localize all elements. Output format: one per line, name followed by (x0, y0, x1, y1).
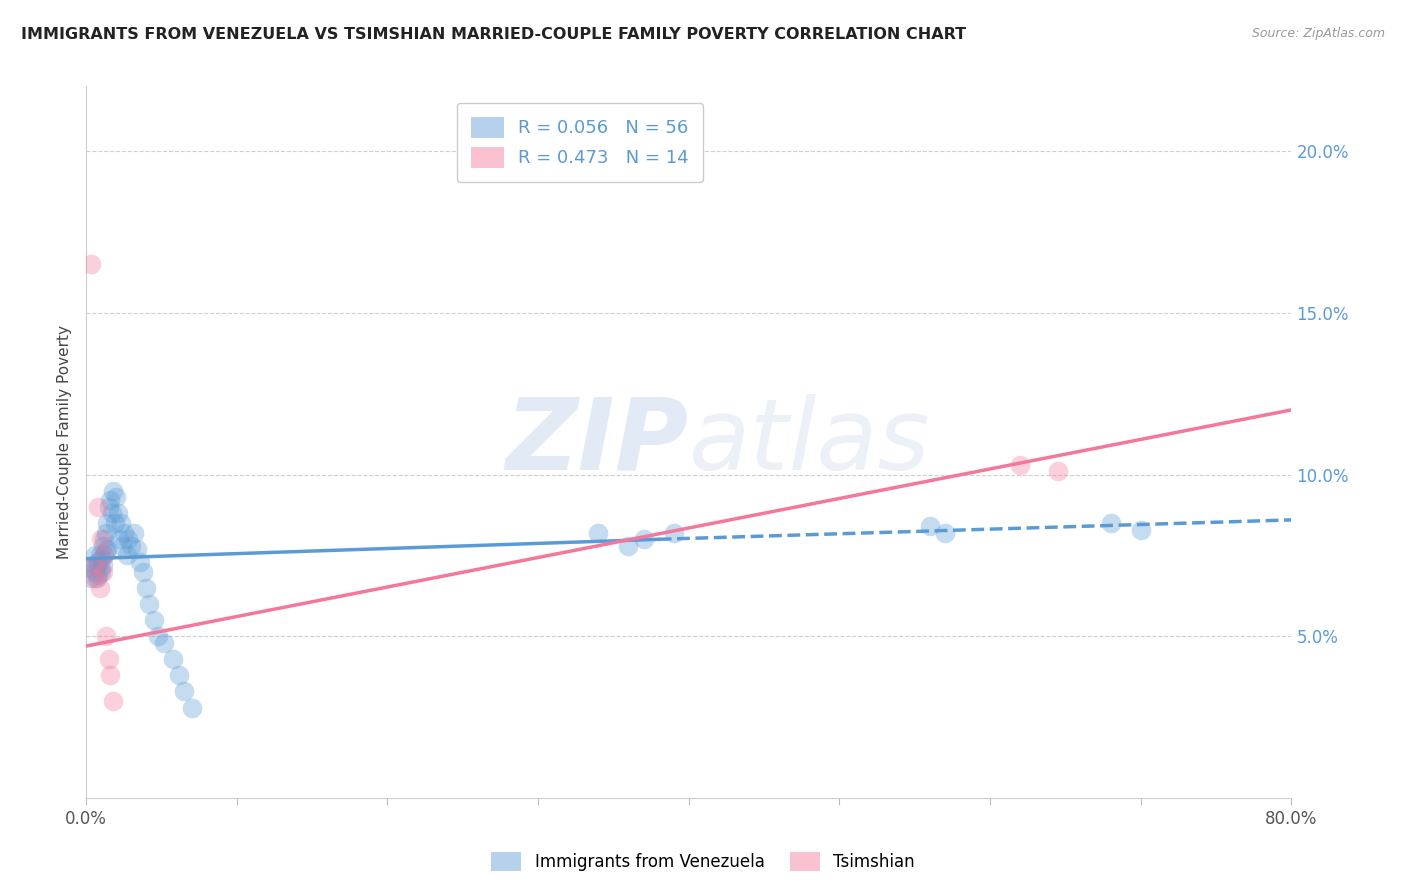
Point (79, 571, 101, 585)
Point (84, 571, 107, 585)
Point (148, 629, 170, 643)
Point (588, 525, 610, 540)
Point (84, 549, 107, 563)
Point (79, 257, 101, 271)
Point (169, 668, 191, 682)
Text: IMMIGRANTS FROM VENEZUELA VS TSIMSHIAN MARRIED-COUPLE FAMILY POVERTY CORRELATION: IMMIGRANTS FROM VENEZUELA VS TSIMSHIAN M… (21, 27, 966, 42)
Point (96, 516, 118, 530)
Point (1099, 516, 1122, 530)
Point (94, 525, 117, 540)
Point (97, 500, 120, 514)
Point (84, 565, 107, 579)
Point (87, 500, 110, 514)
Point (135, 581, 157, 595)
Point (91, 565, 114, 579)
Point (117, 533, 139, 547)
Text: ZIP: ZIP (506, 393, 689, 491)
Text: atlas: atlas (689, 393, 931, 491)
Point (103, 694, 125, 708)
Point (1010, 458, 1032, 472)
Point (120, 539, 142, 553)
Point (91, 558, 114, 573)
Point (87, 555, 110, 569)
Point (86, 558, 108, 573)
Point (94, 545, 117, 559)
Point (91, 539, 114, 553)
Point (96, 541, 118, 556)
Point (617, 539, 640, 553)
Point (142, 613, 165, 627)
Point (89, 561, 111, 575)
Point (94, 629, 117, 643)
Point (110, 516, 132, 530)
Point (180, 700, 202, 714)
Point (1129, 523, 1152, 537)
Point (83, 558, 105, 573)
Point (83, 558, 105, 573)
Point (89, 581, 111, 595)
Point (82, 561, 104, 575)
Text: Source: ZipAtlas.com: Source: ZipAtlas.com (1251, 27, 1385, 40)
Point (173, 684, 195, 698)
Point (662, 525, 685, 540)
Point (633, 533, 655, 547)
Point (105, 490, 128, 504)
Point (107, 507, 129, 521)
Point (93, 549, 115, 563)
Point (90, 551, 112, 566)
Point (97, 652, 120, 666)
Point (90, 533, 112, 547)
Point (138, 597, 160, 611)
Point (86, 571, 108, 585)
Point (132, 565, 155, 579)
Y-axis label: Married-Couple Family Poverty: Married-Couple Family Poverty (58, 326, 72, 559)
Point (153, 636, 176, 650)
Point (100, 507, 122, 521)
Point (89, 549, 111, 563)
Point (127, 541, 149, 556)
Point (129, 555, 152, 569)
Point (111, 539, 134, 553)
Legend: Immigrants from Venezuela, Tsimshian: Immigrants from Venezuela, Tsimshian (484, 843, 922, 880)
Point (98, 668, 121, 682)
Point (1046, 464, 1069, 478)
Point (124, 525, 146, 540)
Point (918, 519, 941, 533)
Point (93, 533, 115, 547)
Point (108, 533, 131, 547)
Point (115, 549, 138, 563)
Point (934, 525, 956, 540)
Point (87, 568, 110, 582)
Point (93, 549, 115, 563)
Point (90, 565, 112, 579)
Point (103, 483, 125, 498)
Point (104, 516, 127, 530)
Legend: R = 0.056   N = 56, R = 0.473   N = 14: R = 0.056 N = 56, R = 0.473 N = 14 (457, 103, 703, 182)
Point (112, 525, 135, 540)
Point (98, 493, 121, 508)
Point (162, 652, 184, 666)
